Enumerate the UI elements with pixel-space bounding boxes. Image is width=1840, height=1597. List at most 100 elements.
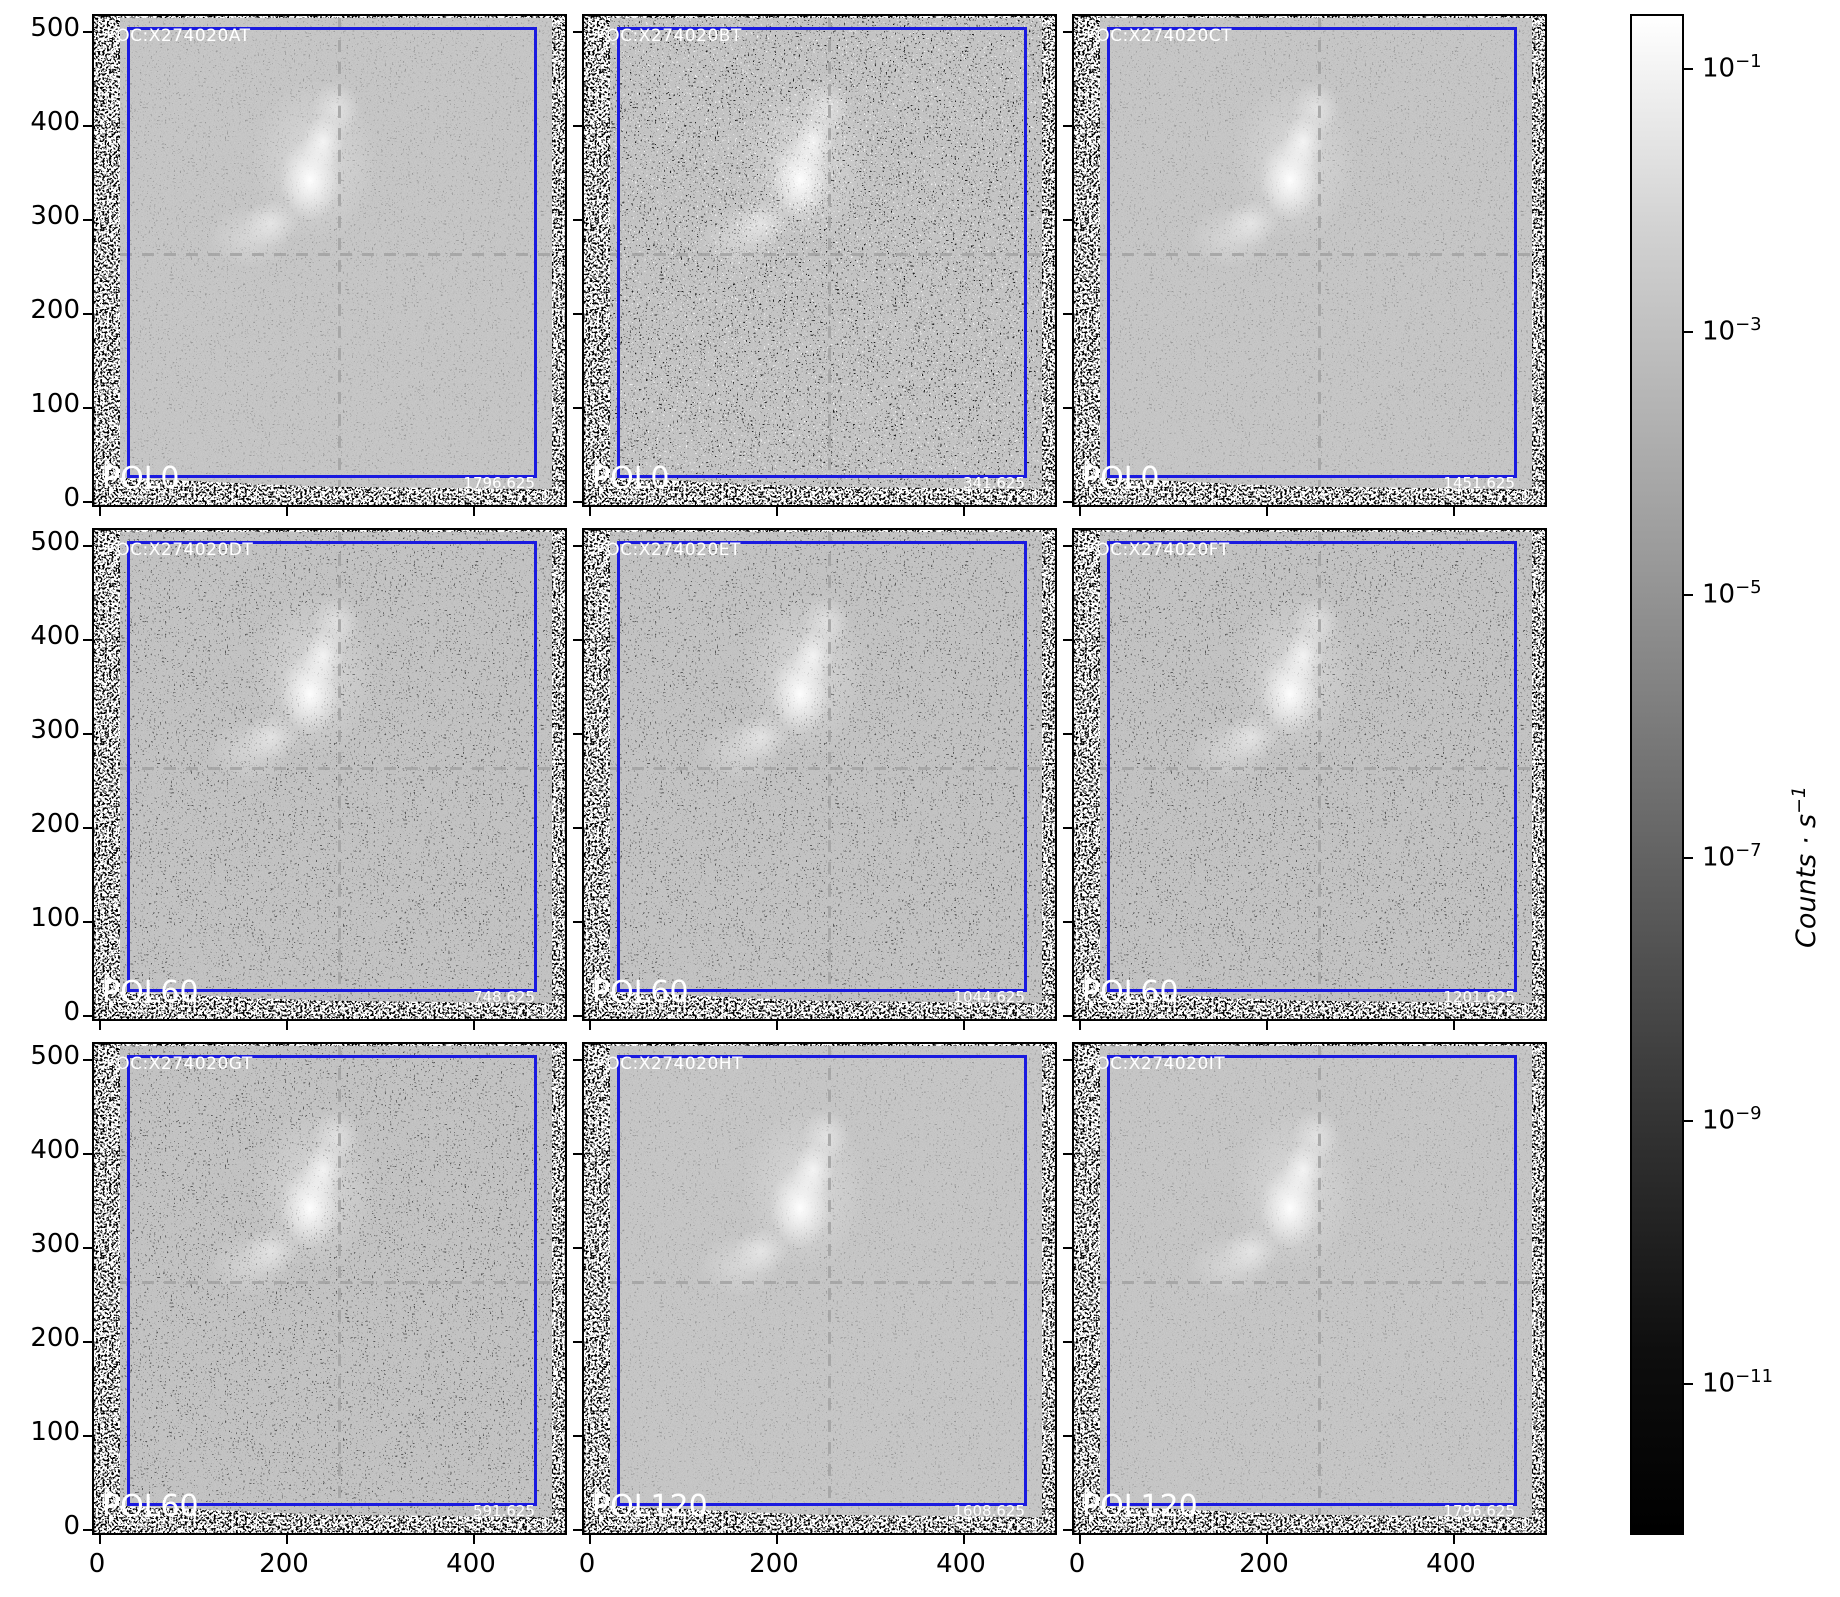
x-tick-label: 200: [1239, 1549, 1289, 1579]
image-area: [120, 18, 552, 490]
y-tick-mark: [1063, 125, 1072, 127]
colorbar-tick-label: 10−7: [1702, 840, 1762, 873]
panel-instrument-label: FOC:X274020GT: [106, 1054, 253, 1074]
image-area: [1100, 1046, 1532, 1518]
panel-value-label: 1044.625: [953, 988, 1025, 1006]
panel-polarizer-label: POL120: [592, 1489, 708, 1524]
image-area: [120, 1046, 552, 1518]
x-tick-mark: [589, 1021, 591, 1030]
crosshair-horizontal-line: [1100, 767, 1532, 771]
y-tick-mark: [1063, 639, 1072, 641]
panel-instrument-label: FOC:X274020IT: [1086, 1054, 1226, 1074]
colorbar-tick-mark: [1684, 594, 1693, 596]
y-tick-label: 500: [30, 1041, 80, 1071]
x-tick-mark: [286, 1535, 288, 1544]
y-tick-mark: [83, 219, 92, 221]
x-tick-mark: [473, 507, 475, 516]
panel-polarizer-label: POL120: [1082, 1489, 1198, 1524]
crosshair-horizontal-line: [610, 1281, 1042, 1285]
image-area: [1100, 18, 1532, 490]
y-tick-mark: [83, 1059, 92, 1061]
x-tick-mark: [1266, 507, 1268, 516]
roi-box: [617, 541, 1027, 992]
colorbar-tick-mark: [1684, 68, 1693, 70]
x-tick-mark: [99, 1535, 101, 1544]
x-tick-label: 400: [1426, 1549, 1476, 1579]
x-tick-mark: [589, 1535, 591, 1544]
panel-instrument-label: FOC:X274020HT: [596, 1054, 743, 1074]
y-tick-mark: [573, 1529, 582, 1531]
y-tick-mark: [573, 545, 582, 547]
colorbar-tick-mark: [1684, 1383, 1693, 1385]
y-tick-label: 100: [30, 903, 80, 933]
colorbar-tick-label: 10−9: [1702, 1103, 1762, 1136]
y-tick-label: 400: [30, 1135, 80, 1165]
y-tick-mark: [83, 1435, 92, 1437]
y-tick-mark: [83, 313, 92, 315]
crosshair-horizontal-line: [120, 253, 552, 257]
y-tick-mark: [573, 1341, 582, 1343]
y-tick-mark: [1063, 1015, 1072, 1017]
image-panel: FOC:X274020AT POL0 1796.625: [83, 14, 567, 516]
x-tick-mark: [286, 507, 288, 516]
x-tick-label: 200: [259, 1549, 309, 1579]
image-area: [610, 532, 1042, 1004]
x-tick-mark: [286, 1021, 288, 1030]
y-tick-label: 500: [30, 527, 80, 557]
panel-instrument-label: FOC:X274020DT: [106, 540, 254, 560]
panel-value-label: 1796.625: [1443, 1502, 1515, 1520]
y-tick-mark: [573, 219, 582, 221]
y-tick-label: 300: [30, 715, 80, 745]
x-tick-mark: [1079, 1535, 1081, 1544]
y-tick-mark: [573, 921, 582, 923]
x-tick-mark: [99, 1021, 101, 1030]
x-tick-mark: [473, 1535, 475, 1544]
y-tick-mark: [83, 1015, 92, 1017]
y-tick-mark: [1063, 31, 1072, 33]
y-tick-mark: [1063, 545, 1072, 547]
image-area: [610, 18, 1042, 490]
y-tick-mark: [83, 1247, 92, 1249]
y-tick-label: 100: [30, 1417, 80, 1447]
x-tick-mark: [1266, 1535, 1268, 1544]
panel-value-label: 1608.625: [953, 1502, 1025, 1520]
image-panel: FOC:X274020ET POL60 1044.625: [573, 528, 1057, 1030]
panel-value-label: 1201.625: [1443, 988, 1515, 1006]
y-tick-label: 300: [30, 1229, 80, 1259]
roi-box: [1107, 541, 1517, 992]
colorbar-tick-mark: [1684, 857, 1693, 859]
panel-value-label: 591.625: [472, 1502, 535, 1520]
x-tick-mark: [963, 507, 965, 516]
panel-value-label: 1451.625: [1443, 474, 1515, 492]
y-tick-label: 0: [63, 997, 80, 1027]
x-tick-mark: [473, 1021, 475, 1030]
roi-box: [617, 1055, 1027, 1506]
y-tick-mark: [83, 407, 92, 409]
x-tick-mark: [776, 1021, 778, 1030]
colorbar-gradient: [1630, 14, 1684, 1535]
image-panel: FOC:X274020BT POL0 341.625: [573, 14, 1057, 516]
y-tick-mark: [573, 31, 582, 33]
y-tick-mark: [573, 1435, 582, 1437]
image-panel: FOC:X274020HT POL120 1608.625: [573, 1042, 1057, 1544]
y-tick-mark: [573, 827, 582, 829]
x-tick-label: 0: [88, 1549, 106, 1579]
y-tick-label: 500: [30, 13, 80, 43]
y-tick-mark: [83, 1529, 92, 1531]
panel-value-label: 341.625: [962, 474, 1025, 492]
y-tick-mark: [83, 545, 92, 547]
y-tick-mark: [1063, 733, 1072, 735]
y-tick-mark: [1063, 407, 1072, 409]
roi-box: [1107, 1055, 1517, 1506]
y-tick-label: 0: [63, 1511, 80, 1541]
crosshair-horizontal-line: [1100, 1281, 1532, 1285]
panel-value-label: 748.625: [472, 988, 535, 1006]
image-area: [610, 1046, 1042, 1518]
y-tick-mark: [573, 1247, 582, 1249]
image-panel: FOC:X274020FT POL60 1201.625: [1063, 528, 1547, 1030]
y-tick-mark: [83, 733, 92, 735]
y-tick-mark: [1063, 1153, 1072, 1155]
y-tick-mark: [83, 1153, 92, 1155]
y-tick-mark: [573, 1015, 582, 1017]
